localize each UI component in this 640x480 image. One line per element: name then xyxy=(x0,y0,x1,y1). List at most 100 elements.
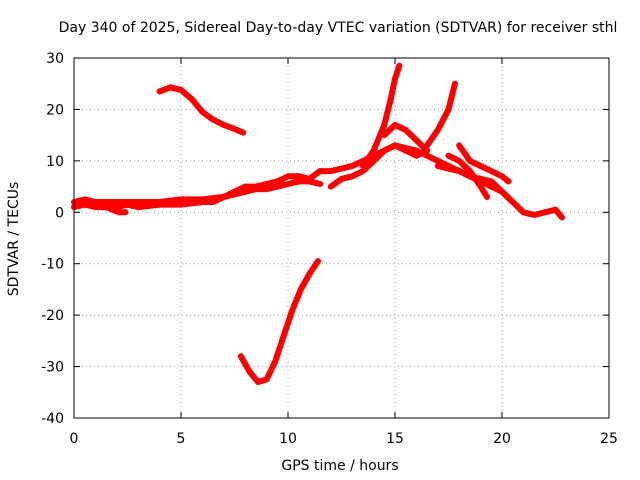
data-point xyxy=(103,199,110,205)
data-point xyxy=(434,163,441,169)
data-point xyxy=(314,258,321,265)
series-arc-top xyxy=(156,84,247,136)
data-point xyxy=(488,183,495,190)
series-late-branch-2 xyxy=(456,142,512,185)
data-point xyxy=(115,209,122,216)
data-point xyxy=(370,147,377,154)
data-point xyxy=(402,127,409,133)
data-point xyxy=(413,147,420,154)
data-point xyxy=(188,96,195,103)
data-point xyxy=(231,191,238,198)
y-tick-label: -30 xyxy=(41,360,64,376)
data-point xyxy=(199,109,206,115)
data-point xyxy=(338,175,345,182)
data-point xyxy=(295,173,302,180)
data-point xyxy=(231,125,238,132)
data-point xyxy=(240,129,247,136)
x-tick-label: 5 xyxy=(177,431,186,447)
data-point xyxy=(456,168,463,175)
y-tick-label: 0 xyxy=(55,205,64,221)
grid xyxy=(74,58,609,418)
data-point xyxy=(220,121,227,128)
data-point xyxy=(445,152,452,159)
data-point xyxy=(280,332,287,339)
data-point xyxy=(109,206,116,213)
data-point xyxy=(92,204,99,211)
series-line xyxy=(456,142,512,185)
data-point xyxy=(210,199,217,205)
data-point xyxy=(520,209,527,216)
plot-frame xyxy=(73,57,610,419)
data-point xyxy=(349,173,356,180)
data-point xyxy=(402,145,409,151)
y-axis-label: SDTVAR / TECUs xyxy=(6,182,22,297)
series-dip-segment xyxy=(327,147,388,190)
data-point xyxy=(135,204,142,211)
data-point xyxy=(263,186,270,193)
y-tick-label: 30 xyxy=(46,51,64,67)
data-point xyxy=(237,353,244,360)
data-point xyxy=(255,379,262,385)
data-point xyxy=(297,286,304,293)
data-point xyxy=(477,178,484,185)
series-rise-to-25 xyxy=(424,80,458,149)
data-point xyxy=(306,271,313,277)
data-point xyxy=(263,181,270,187)
data-point xyxy=(359,168,366,175)
data-point xyxy=(246,368,253,375)
data-point xyxy=(220,193,227,200)
data-point xyxy=(81,196,88,203)
data-point xyxy=(178,86,184,93)
axes: 0 5 10 15 20 25 -40 -30 -20 -10 0 10 20 30 xyxy=(41,51,618,447)
data-point xyxy=(381,147,388,154)
data-point xyxy=(295,178,302,185)
x-tick-label: 0 xyxy=(70,431,79,447)
data-point xyxy=(445,106,452,113)
y-tick-label: -10 xyxy=(41,257,64,273)
data-point xyxy=(242,188,249,195)
data-point xyxy=(434,157,441,164)
data-point xyxy=(477,163,484,169)
chart-title: Day 340 of 2025, Sidereal Day-to-day VTE… xyxy=(59,20,618,36)
data-point xyxy=(306,178,313,185)
data-point xyxy=(285,173,291,180)
series-curve-bottom xyxy=(237,258,321,385)
data-point xyxy=(456,142,463,149)
data-point xyxy=(122,209,129,216)
data-point xyxy=(509,199,516,205)
data-point xyxy=(499,188,505,195)
data-point xyxy=(263,376,270,383)
data-point xyxy=(167,84,174,91)
y-tick-label: 10 xyxy=(46,154,64,170)
x-tick-label: 25 xyxy=(600,431,618,447)
series-line xyxy=(156,84,247,136)
data-point xyxy=(199,199,206,205)
series-late-upper xyxy=(434,163,516,205)
data-point xyxy=(327,183,334,190)
data-point xyxy=(156,201,163,208)
series-line xyxy=(327,147,388,190)
data-point xyxy=(505,178,512,185)
y-tick-label: 20 xyxy=(46,102,64,118)
data-point xyxy=(381,121,388,128)
data-point xyxy=(396,62,403,69)
data-point xyxy=(327,168,334,175)
data-point xyxy=(135,199,142,205)
data-point xyxy=(242,183,249,190)
data-point xyxy=(456,157,463,164)
data-point xyxy=(466,157,473,164)
series-line xyxy=(103,204,129,216)
y-tick-label: -20 xyxy=(41,308,64,324)
data-point xyxy=(124,201,131,208)
data-point xyxy=(381,132,388,139)
data-point xyxy=(252,186,259,193)
series-line xyxy=(359,62,403,169)
data-point xyxy=(488,168,495,175)
data-point xyxy=(392,142,398,149)
data-point xyxy=(424,142,431,149)
series-group xyxy=(71,62,565,385)
x-tick-label: 20 xyxy=(493,431,511,447)
series-segment-0-2h xyxy=(103,204,129,216)
data-point xyxy=(178,201,184,208)
